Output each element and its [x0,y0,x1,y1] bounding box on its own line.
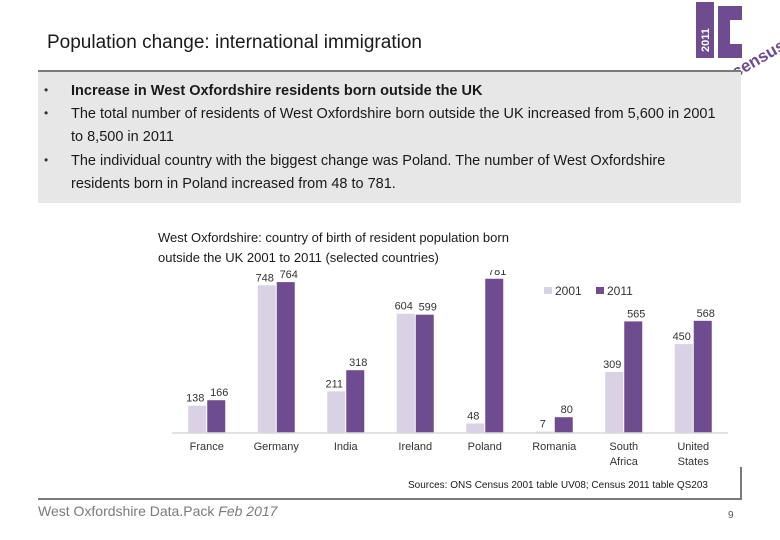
bar-2001-india [327,391,346,433]
bar-2011-france [207,400,226,433]
category-label: States [678,456,710,468]
data-label: 599 [419,302,437,314]
data-label: 604 [395,301,413,313]
data-label: 318 [349,357,367,369]
footer-date: Feb 2017 [218,503,278,519]
page-number: 9 [728,510,734,521]
category-label: India [334,441,359,453]
data-label: 80 [561,404,573,416]
category-label: United [677,441,709,453]
logo-year: 2011 [700,28,712,52]
data-label: 568 [697,308,715,320]
bar-2011-germany [276,282,295,433]
category-label: Africa [610,456,639,468]
page-title: Population change: international immigra… [47,32,422,53]
category-label: France [190,441,224,453]
bullet-2: The total number of residents of West Ox… [71,106,716,145]
data-label: 48 [467,411,479,423]
footer-name: West Oxfordshire Data.Pack [38,503,215,519]
bar-2011-united-states [693,320,712,433]
category-label: Germany [254,441,300,453]
bar-2011-poland [485,278,504,433]
data-label: 211 [325,378,343,390]
bar-2001-france [188,405,207,433]
data-label: 748 [256,272,274,284]
data-label: 7 [540,419,546,431]
bar-2011-india [346,370,365,433]
data-label: 764 [280,270,298,281]
bullet-icon: • [44,83,49,97]
data-label: 781 [488,270,506,278]
logo-c-shape [718,6,742,58]
bar-2011-romania [554,417,573,433]
bullet-icon: • [44,153,49,167]
bar-2001-ireland [396,313,415,433]
data-label: 166 [210,387,228,399]
category-label: Ireland [398,441,432,453]
category-label: Romania [532,441,577,453]
bar-2001-germany [257,285,276,433]
legend-swatch-2011 [596,287,604,294]
summary-box: • Increase in West Oxfordshire residents… [38,70,741,203]
bar-2011-ireland [415,314,434,433]
logo-year-bar [696,2,714,58]
legend-swatch-2001 [544,287,552,294]
legend-label-2011: 2011 [607,284,633,298]
census-logo: 2011 census [696,2,780,80]
chart-title-line-1: West Oxfordshire: country of birth of re… [158,230,509,245]
bullet-icon: • [44,106,49,120]
bar-2001-united-states [674,344,693,433]
category-label: South [609,441,638,453]
footer: West Oxfordshire Data.Pack Feb 2017 [38,503,277,519]
bullet-1: Increase in West Oxfordshire residents b… [71,83,483,99]
data-label: 565 [627,308,645,320]
chart-title: West Oxfordshire: country of birth of re… [158,228,598,268]
bullet-3: The individual country with the biggest … [71,153,666,192]
chart-title-line-2: outside the UK 2001 to 2011 (selected co… [158,250,439,265]
bar-2001-south-africa [605,371,624,433]
category-label: Poland [468,441,502,453]
data-label: 138 [186,393,204,405]
data-label: 309 [603,359,621,371]
legend-label-2001: 2001 [555,284,582,298]
data-label: 450 [673,331,691,343]
bar-2011-south-africa [624,321,643,433]
footer-divider [38,498,741,500]
footer-divider-vertical [740,467,742,500]
source-note: Sources: ONS Census 2001 table UV08; Cen… [408,480,708,491]
bar-2001-poland [466,423,485,433]
